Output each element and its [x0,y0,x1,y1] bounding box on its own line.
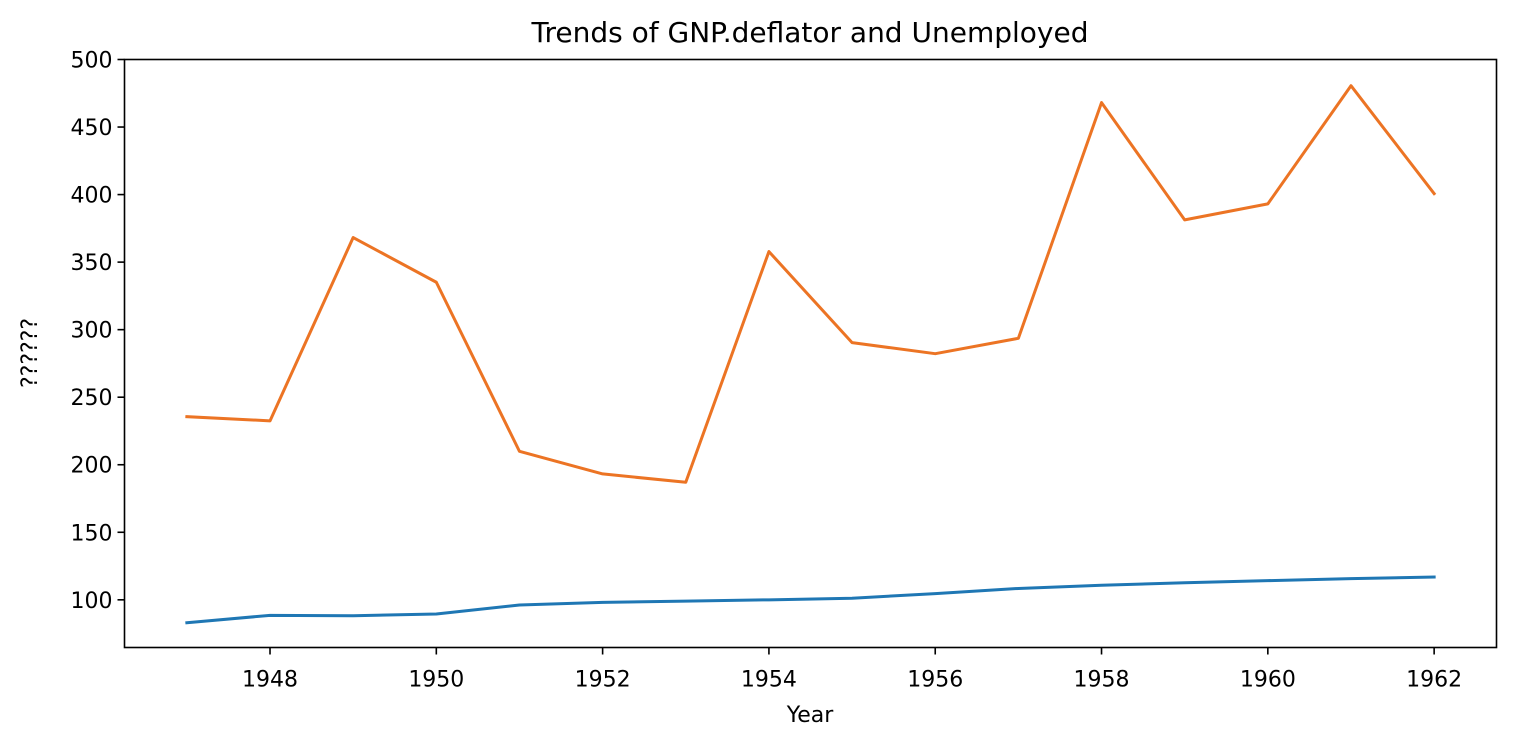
x-tick-label: 1956 [907,668,963,693]
y-tick-label: 350 [71,251,113,276]
chart-title: Trends of GNP.deflator and Unemployed [531,16,1089,49]
y-tick-label: 250 [71,386,113,411]
y-tick-label: 200 [71,454,113,479]
y-axis: 100 150 200 250 300 350 400 450 500 [71,49,125,614]
x-tick-label: 1962 [1406,668,1462,693]
x-tick-label: 1958 [1074,668,1130,693]
x-tick-label: 1960 [1240,668,1296,693]
y-tick-label: 100 [71,589,113,614]
y-tick-label: 300 [71,319,113,344]
series-layer [185,84,1437,625]
x-axis: 1948 1950 1952 1954 1956 1958 1960 1962 [242,647,1462,693]
x-tick-label: 1948 [242,668,298,693]
y-tick-label: 450 [71,116,113,141]
y-tick-label: 500 [71,49,113,74]
y-axis-label: ?????? [18,318,43,388]
x-tick-label: 1950 [408,668,464,693]
series-line-gnp-deflator [185,575,1436,625]
series-line-unemployed [185,84,1437,484]
x-tick-label: 1952 [575,668,631,693]
y-tick-label: 150 [71,521,113,546]
x-axis-label: Year [786,703,835,728]
y-tick-label: 400 [71,184,113,209]
x-tick-label: 1954 [741,668,797,693]
plot-frame [123,58,1498,649]
